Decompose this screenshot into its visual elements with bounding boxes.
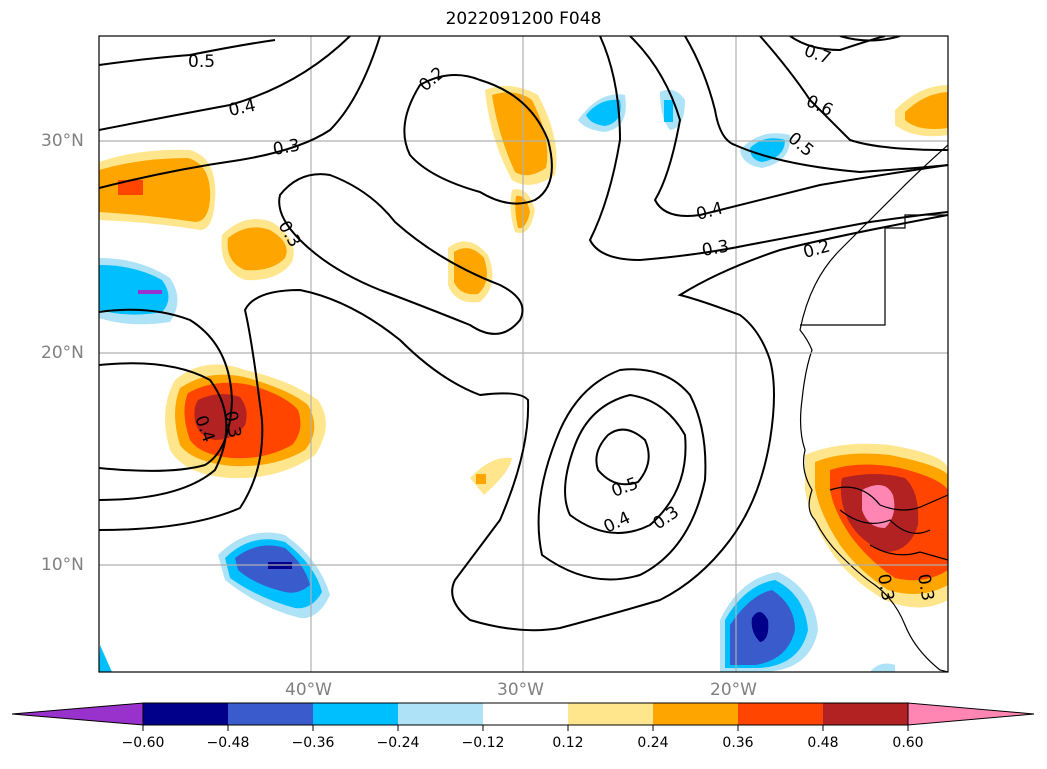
positive-anomaly-small-1 xyxy=(221,218,294,281)
colorbar-tick-label: 0.48 xyxy=(807,735,839,751)
contour-label: 0.4 xyxy=(227,96,258,121)
colorbar-bin xyxy=(143,703,228,725)
colorbar-tick-label: −0.36 xyxy=(291,735,335,751)
colorbar-bin xyxy=(653,703,738,725)
contour-label: 0.2 xyxy=(415,63,449,96)
contour-label: 0.7 xyxy=(801,41,833,69)
colorbar-tick-label: −0.60 xyxy=(121,735,165,751)
map-frame xyxy=(98,35,949,673)
lon-label: 40°W xyxy=(285,680,332,700)
contour-label: 0.3 xyxy=(649,502,683,534)
lon-label: 30°W xyxy=(497,680,544,700)
colorbar-bin xyxy=(228,703,313,725)
positive-anomaly-west-africa xyxy=(805,443,948,608)
graticule xyxy=(99,36,948,672)
map-title: 2022091200 F048 xyxy=(445,9,602,29)
negative-anomaly-south xyxy=(720,572,818,672)
contour-label: 0.5 xyxy=(784,129,818,162)
contour-label: 0.5 xyxy=(188,52,215,72)
shaded-anomaly-fields xyxy=(99,85,948,672)
lat-label: 10°N xyxy=(41,555,84,575)
contour-label: 0.3 xyxy=(700,237,730,261)
coastline xyxy=(799,144,948,672)
colorbar xyxy=(11,702,1035,731)
positive-anomaly-west xyxy=(165,364,326,479)
colorbar-tick-label: −0.24 xyxy=(376,735,420,751)
positive-anomaly-northwest xyxy=(99,149,216,230)
positive-anomaly-northeast xyxy=(895,85,948,137)
colorbar-bin xyxy=(823,703,908,725)
colorbar-bin xyxy=(313,703,398,725)
lon-label: 20°W xyxy=(710,680,757,700)
contour-label: 0.3 xyxy=(220,409,244,439)
lat-label: 20°N xyxy=(41,343,84,363)
contour-label: 0.5 xyxy=(609,474,641,502)
colorbar-bin xyxy=(568,703,653,725)
colorbar-tick-label: 0.12 xyxy=(552,735,584,751)
positive-anomaly-small-3 xyxy=(485,86,557,234)
colorbar-extend-low xyxy=(11,702,144,726)
colorbar-bin xyxy=(738,703,823,725)
contour-lines xyxy=(99,36,948,632)
colorbar-extend-high xyxy=(907,702,1035,726)
colorbar-tick-label: 0.60 xyxy=(892,735,924,751)
negative-anomaly-west xyxy=(99,258,178,325)
colorbar-tick-label: 0.36 xyxy=(722,735,754,751)
contour-label: 0.3 xyxy=(271,136,301,160)
contour-label: 0.3 xyxy=(873,572,897,602)
contour-label: 0.3 xyxy=(913,572,937,602)
colorbar-tick-label: −0.48 xyxy=(206,735,250,751)
colorbar-bin xyxy=(483,703,568,725)
positive-anomaly-small-4 xyxy=(470,457,512,495)
colorbar-tick-label: 0.24 xyxy=(637,735,669,751)
contour-label: 0.4 xyxy=(694,199,725,225)
lat-label: 30°N xyxy=(41,131,84,151)
colorbar-bin xyxy=(398,703,483,725)
colorbar-tick-label: −0.12 xyxy=(461,735,505,751)
negative-anomaly-southwest xyxy=(218,532,330,619)
contour-label: 0.2 xyxy=(801,237,832,263)
